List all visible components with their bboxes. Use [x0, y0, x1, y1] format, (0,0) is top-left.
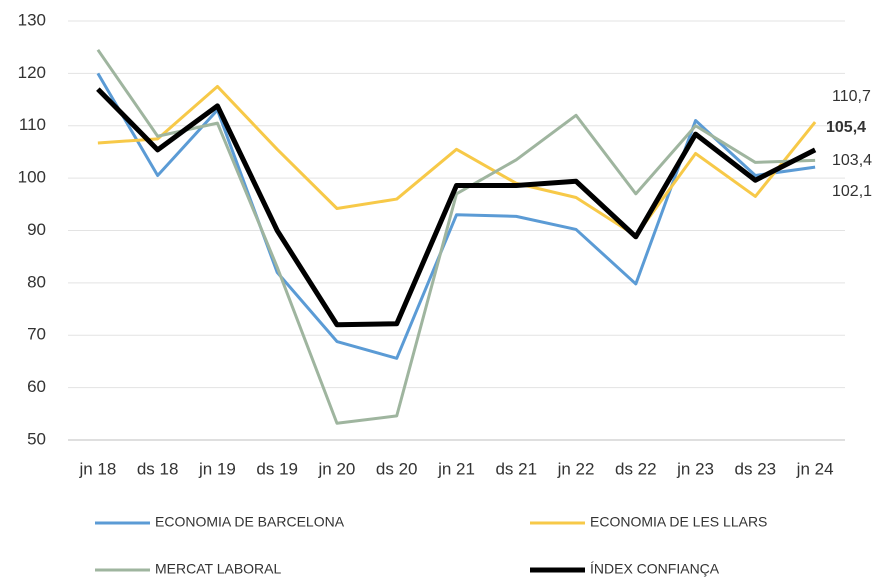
x-tick-label: ds 19	[256, 459, 298, 478]
series-line	[96, 48, 816, 425]
y-tick-label: 60	[27, 377, 46, 396]
x-tick-label: jn 24	[796, 459, 834, 478]
x-tick-label: ds 18	[137, 459, 179, 478]
legend-label: ÍNDEX CONFIANÇA	[590, 561, 720, 577]
legend-label: ECONOMIA DE BARCELONA	[155, 514, 345, 530]
x-tick-label: ds 23	[735, 459, 777, 478]
y-tick-label: 100	[18, 168, 46, 187]
x-tick-label: jn 18	[78, 459, 116, 478]
end-label: 103,4	[832, 152, 872, 169]
y-tick-label: 50	[27, 429, 46, 448]
y-tick-label: 70	[27, 325, 46, 344]
end-label: 110,7	[832, 88, 871, 105]
series-line	[97, 84, 817, 238]
x-tick-label: ds 20	[376, 459, 418, 478]
end-label: 102,1	[832, 183, 872, 200]
y-tick-label: 110	[19, 115, 46, 134]
y-tick-label: 130	[18, 10, 46, 29]
legend-label: ECONOMIA DE LES LLARS	[590, 514, 767, 530]
end-label: 105,4	[826, 119, 866, 136]
x-tick-label: jn 22	[557, 459, 595, 478]
legend-label: MERCAT LABORAL	[155, 561, 282, 577]
x-tick-label: jn 21	[437, 459, 475, 478]
y-tick-label: 120	[18, 63, 46, 82]
x-tick-label: ds 22	[615, 459, 657, 478]
y-tick-label: 80	[27, 272, 46, 291]
y-tick-label: 90	[27, 220, 46, 239]
series-line	[96, 87, 817, 328]
x-tick-label: jn 23	[676, 459, 714, 478]
x-tick-label: jn 19	[198, 459, 236, 478]
x-tick-label: ds 21	[495, 459, 537, 478]
x-tick-label: jn 20	[318, 459, 356, 478]
